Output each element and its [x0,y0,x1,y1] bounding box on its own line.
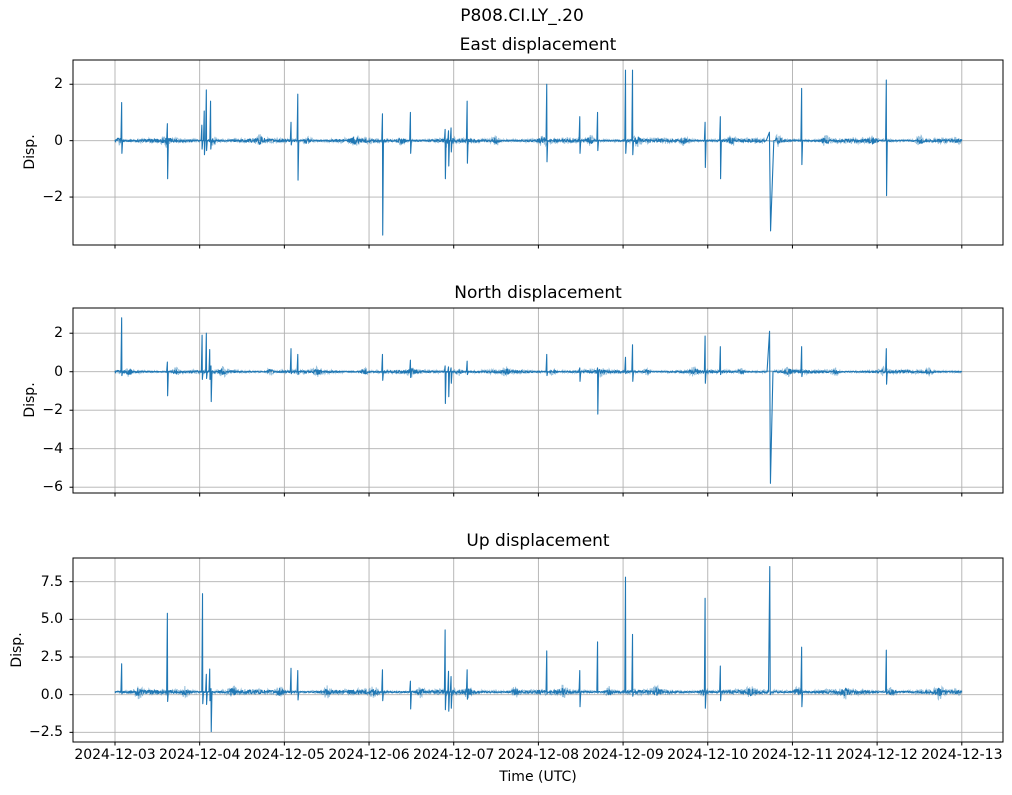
data-line-north [114,317,963,484]
y-tick-label: 0.0 [40,686,63,703]
y-tick-label: −2.5 [29,724,63,741]
y-tick-label: 2 [54,76,63,93]
y-tick-label: −2 [42,189,63,206]
plot-area-north [69,307,1004,497]
y-tick-label: −6 [42,479,63,496]
x-tick-label: 2024-12-07 [413,747,495,763]
plot-area-up [69,557,1004,746]
plot-title-north: North displacement [454,283,622,303]
y-tick-label: 0 [54,363,63,380]
y-tick-label: 7.5 [40,573,63,590]
x-tick-label: 2024-12-08 [497,747,580,763]
y-tick-label: 2.5 [40,649,63,665]
x-tick-label: 2024-12-13 [921,747,1003,763]
x-tick-label: 2024-12-05 [243,747,326,763]
x-tick-label: 2024-12-09 [582,747,664,763]
data-line-east [114,69,963,236]
y-tick-label: 0 [54,132,63,149]
plot-area-east [69,59,1004,249]
y-tick-label: 5.0 [40,611,63,628]
x-tick-label: 2024-12-12 [836,747,918,763]
plot-title-east: East displacement [459,35,617,55]
x-tick-label: 2024-12-04 [158,747,241,763]
figure-suptitle: P808.CI.LY_.20 [460,6,584,26]
x-tick-label: 2024-12-11 [751,747,834,763]
plot-title-up: Up displacement [466,531,610,551]
x-tick-label: 2024-12-06 [328,747,410,763]
data-line-up [114,566,963,733]
y-tick-label: −4 [42,440,63,457]
y-tick-label: 2 [54,325,63,342]
x-axis-label: Time (UTC) [499,769,577,785]
x-tick-label: 2024-12-03 [74,747,156,763]
y-tick-label: −2 [42,402,63,419]
x-tick-label: 2024-12-10 [667,747,749,763]
